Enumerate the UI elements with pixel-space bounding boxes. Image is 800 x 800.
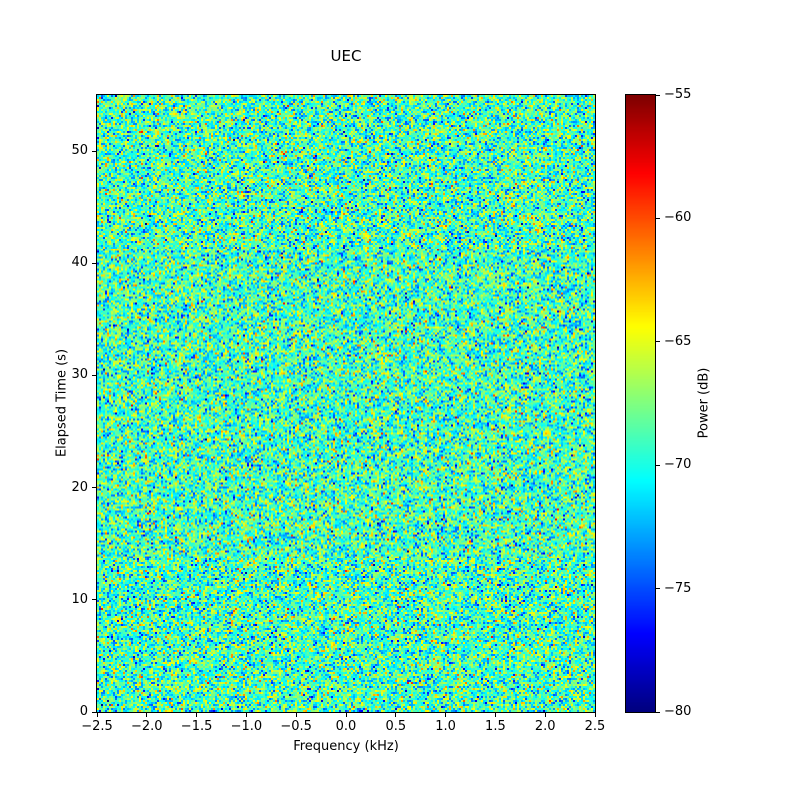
- y-tick-label: 30: [71, 367, 88, 383]
- colorbar-tick-mark: [656, 94, 660, 96]
- x-tick-label: −1.0: [230, 719, 263, 734]
- plot-area: [96, 94, 596, 713]
- colorbar-tick-mark: [656, 588, 660, 590]
- colorbar-tick-label: −80: [664, 704, 692, 719]
- x-tick-mark: [245, 713, 247, 717]
- y-tick-label: 40: [71, 255, 88, 271]
- colorbar-tick-mark: [656, 217, 660, 219]
- y-tick-label: 50: [71, 143, 88, 159]
- y-tick-label: 0: [79, 704, 88, 719]
- spectrogram-heatmap: [97, 95, 595, 712]
- x-tick-label: −1.5: [180, 719, 213, 734]
- y-tick-mark: [92, 262, 96, 264]
- colorbar-gradient: [626, 95, 655, 712]
- colorbar-tick-mark: [656, 711, 660, 713]
- x-tick-label: 2.0: [534, 719, 556, 734]
- x-tick-mark: [345, 713, 347, 717]
- y-axis-label: Elapsed Time (s): [54, 348, 70, 458]
- x-tick-mark: [445, 713, 447, 717]
- x-tick-label: 1.5: [485, 719, 506, 734]
- x-tick-label: 0.5: [385, 719, 407, 734]
- x-tick-mark: [544, 713, 546, 717]
- x-tick-label: −2.0: [131, 719, 163, 734]
- colorbar-tick-label: −55: [664, 87, 692, 102]
- colorbar-tick-mark: [656, 341, 660, 343]
- colorbar: [625, 94, 656, 713]
- y-tick-label: 10: [71, 591, 88, 607]
- colorbar-tick-mark: [656, 464, 660, 466]
- x-tick-label: −2.5: [81, 719, 113, 734]
- x-axis-label: Frequency (kHz): [293, 739, 399, 754]
- x-tick-mark: [395, 713, 397, 717]
- x-tick-mark: [196, 713, 198, 717]
- x-tick-mark: [96, 713, 98, 717]
- y-tick-label: 20: [71, 479, 88, 495]
- y-tick-mark: [92, 487, 96, 489]
- x-tick-mark: [494, 713, 496, 717]
- y-tick-mark: [92, 374, 96, 376]
- y-tick-mark: [92, 711, 96, 713]
- x-tick-mark: [594, 713, 596, 717]
- x-tick-label: −0.5: [280, 719, 312, 734]
- y-tick-mark: [92, 599, 96, 601]
- colorbar-label: Power (dB): [696, 367, 712, 439]
- x-tick-label: 0.0: [335, 719, 357, 734]
- x-tick-mark: [146, 713, 148, 717]
- colorbar-tick-label: −60: [664, 210, 692, 226]
- colorbar-tick-label: −75: [664, 580, 692, 596]
- x-tick-label: 1.0: [435, 719, 456, 734]
- y-tick-mark: [92, 150, 96, 152]
- colorbar-tick-label: −65: [664, 333, 692, 349]
- colorbar-tick-label: −70: [664, 457, 692, 473]
- plot-title: UEC: [330, 47, 362, 65]
- x-tick-label: 2.5: [584, 719, 606, 734]
- x-tick-mark: [295, 713, 297, 717]
